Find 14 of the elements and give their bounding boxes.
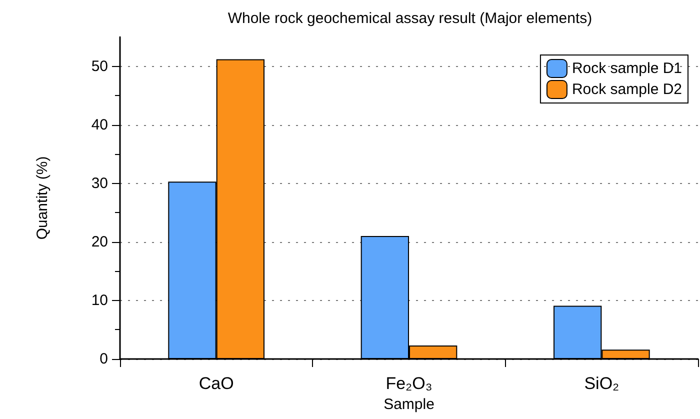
y-tick-label: 50 <box>91 58 108 75</box>
y-axis-title: Quantity (%) <box>34 156 51 240</box>
y-tick-label: 30 <box>91 174 108 192</box>
y-tick-label: 10 <box>91 292 108 309</box>
x-tick-label: CaO <box>198 374 234 393</box>
legend-label: Rock sample D1 <box>572 60 682 77</box>
y-tick-label: 40 <box>91 116 108 134</box>
x-tick-label: Fe₂O₃ <box>386 374 432 393</box>
legend-label: Rock sample D2 <box>572 81 682 98</box>
chart-title: Whole rock geochemical assay result (Major elements) <box>228 10 592 27</box>
x-tick-label: SiO₂ <box>584 374 620 393</box>
x-axis-title: Sample <box>384 396 434 413</box>
y-tick-label: 20 <box>91 233 108 250</box>
y-tick-label: 0 <box>100 350 108 368</box>
